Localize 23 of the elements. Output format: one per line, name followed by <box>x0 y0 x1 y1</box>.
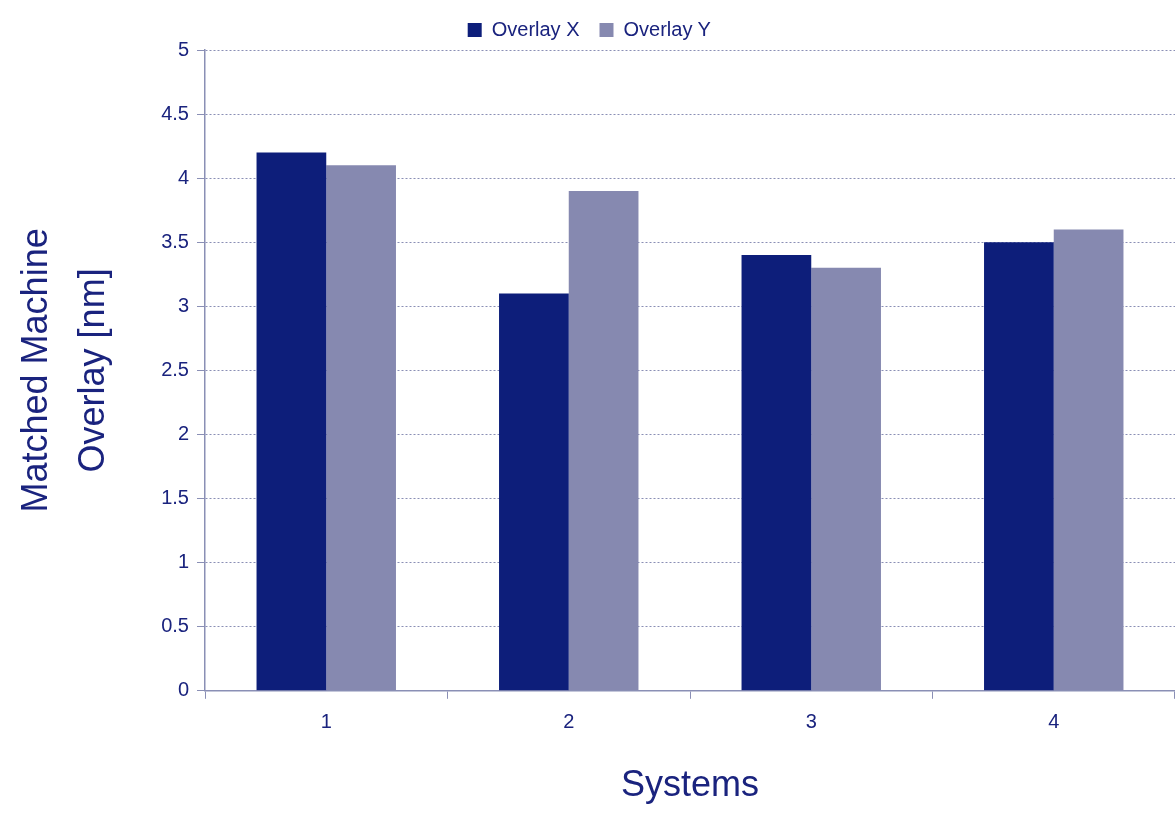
y-tick-label: 1 <box>177 550 189 573</box>
y-tick-label: 2.5 <box>161 357 189 380</box>
y-tick-label: 0.5 <box>161 614 189 637</box>
y-tick-label: 4.5 <box>161 101 189 124</box>
x-tick-label: 2 <box>563 710 575 733</box>
x-tick-label: 4 <box>1048 710 1060 733</box>
bar <box>984 242 1054 691</box>
y-tick-label: 3.5 <box>161 229 189 252</box>
y-tick-label: 3 <box>177 293 189 316</box>
legend-label: Overlay X <box>491 17 580 40</box>
x-tick-label: 3 <box>805 710 817 733</box>
x-tick-label: 1 <box>320 710 332 733</box>
y-tick-label: 2 <box>177 422 189 444</box>
y-tick-label: 4 <box>177 165 189 188</box>
y-tick-label: 5 <box>177 37 189 60</box>
x-axis-title: Systems <box>620 763 760 805</box>
y-tick-label: 0 <box>177 678 189 701</box>
bar <box>256 152 327 691</box>
y-tick-label: 1.5 <box>161 486 189 509</box>
y-axis-title: Matched Machine Overlay [nm] <box>13 228 113 513</box>
legend-label: Overlay Y <box>623 17 711 40</box>
bar <box>499 293 569 691</box>
bar <box>741 255 812 691</box>
